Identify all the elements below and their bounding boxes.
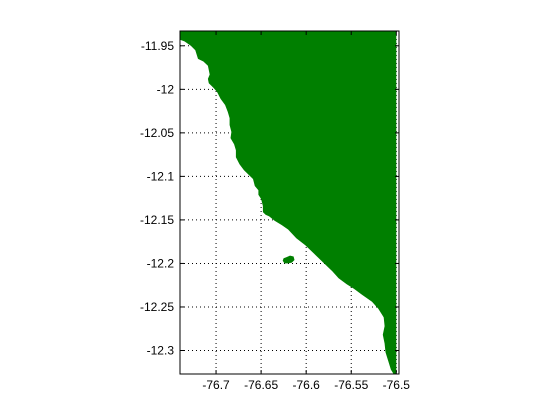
y-tick-label: -12 — [157, 82, 175, 96]
y-tick-label: -12.15 — [140, 213, 174, 227]
y-tick-label: -12.1 — [147, 169, 175, 183]
x-tick-label: -76.5 — [383, 378, 411, 392]
x-tick-label: -76.65 — [244, 378, 278, 392]
y-tick-label: -12.2 — [147, 256, 175, 270]
y-tick-label: -12.3 — [147, 343, 175, 357]
x-axis: -76.7 -76.65 -76.6 -76.55 -76.5 — [202, 31, 410, 392]
y-tick-label: -12.25 — [140, 300, 174, 314]
x-tick-label: -76.6 — [292, 378, 320, 392]
island-land — [282, 255, 295, 264]
axes-frame — [179, 30, 400, 375]
y-tick-label: -11.95 — [141, 39, 174, 53]
y-axis: -11.95 -12 -12.05 -12.1 -12.15 -12.2 -12.25 -12… — [140, 39, 399, 357]
coastline-land — [180, 31, 397, 374]
land-layer — [180, 31, 397, 374]
x-tick-label: -76.55 — [334, 378, 368, 392]
y-tick-label: -12.05 — [140, 126, 174, 140]
x-tick-label: -76.7 — [202, 378, 230, 392]
